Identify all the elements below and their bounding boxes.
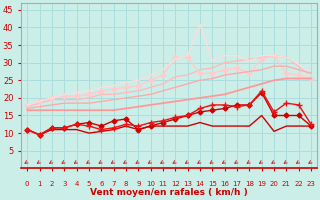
- X-axis label: Vent moyen/en rafales ( km/h ): Vent moyen/en rafales ( km/h ): [90, 188, 248, 197]
